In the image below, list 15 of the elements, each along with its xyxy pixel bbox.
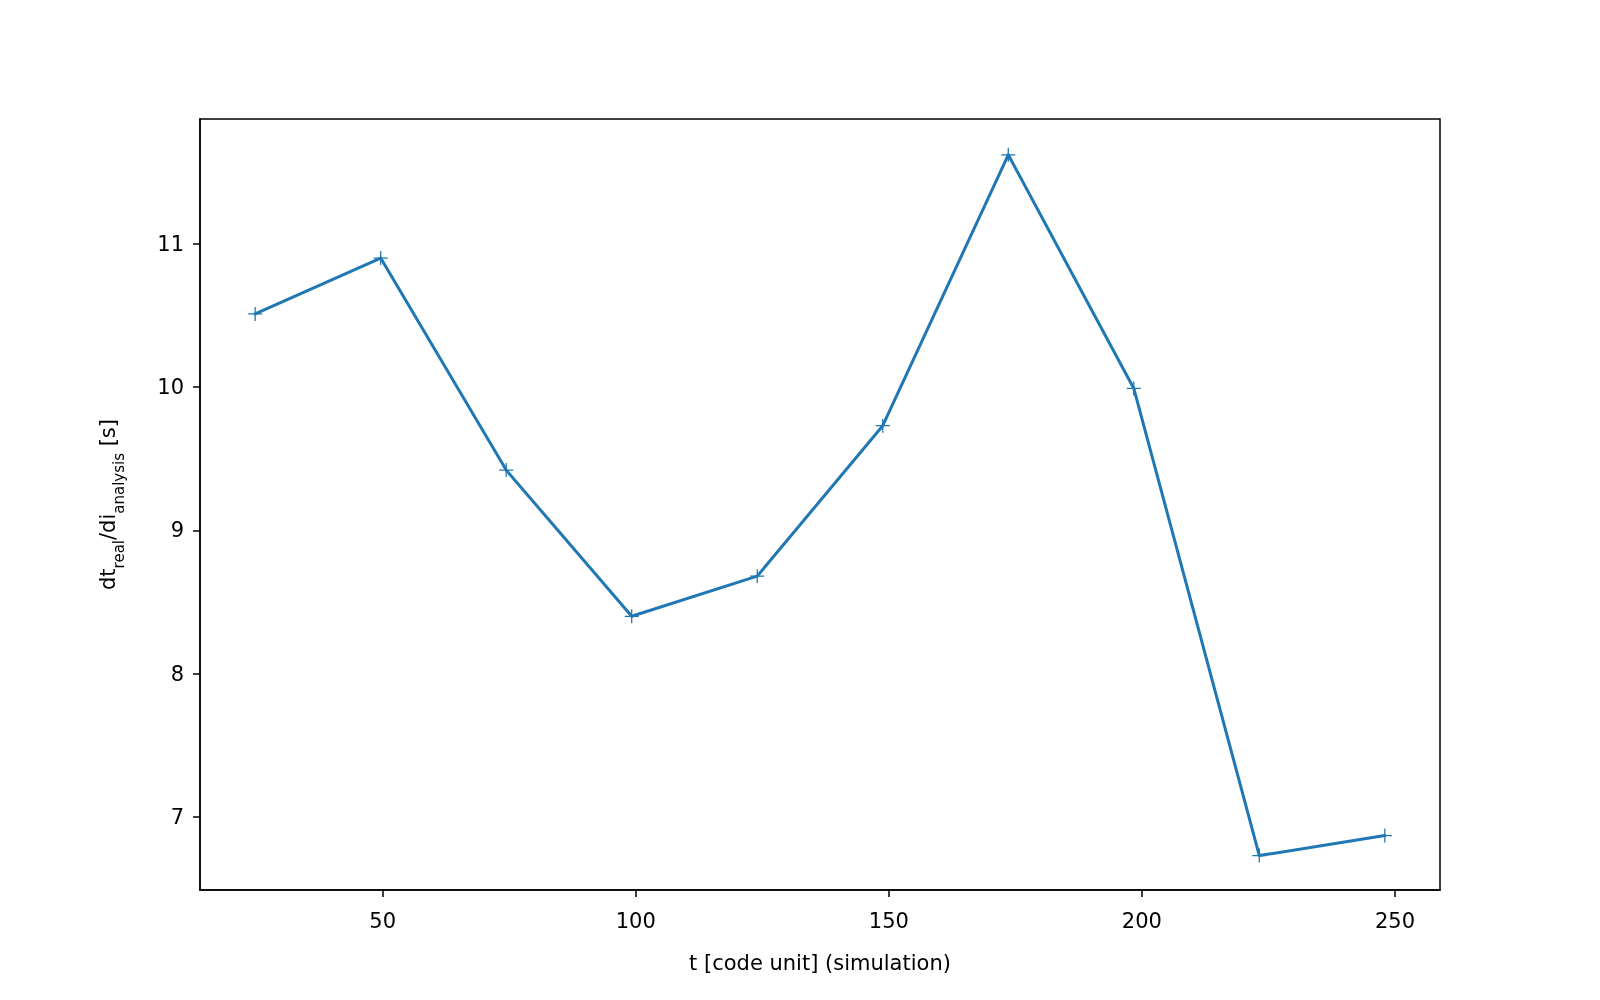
- y-tick-label: 10: [157, 374, 184, 399]
- x-tick-label: 200: [1121, 908, 1162, 933]
- point: [248, 306, 263, 321]
- y-tick-label: 8: [170, 661, 184, 686]
- x-tick-label: 50: [369, 908, 397, 933]
- y-tick-label: 7: [170, 804, 184, 829]
- y-axis-title: dtreal/dianalysis [s]: [95, 419, 128, 590]
- x-tick-label: 150: [868, 908, 909, 933]
- x-tick-label: 250: [1374, 908, 1415, 933]
- x-axis-title: t [code unit] (simulation): [689, 950, 951, 975]
- point: [373, 251, 388, 266]
- point: [499, 463, 514, 478]
- y-tick-label: 9: [170, 518, 184, 543]
- x-tick-label: 100: [615, 908, 656, 933]
- y-tick-label: 11: [157, 231, 184, 256]
